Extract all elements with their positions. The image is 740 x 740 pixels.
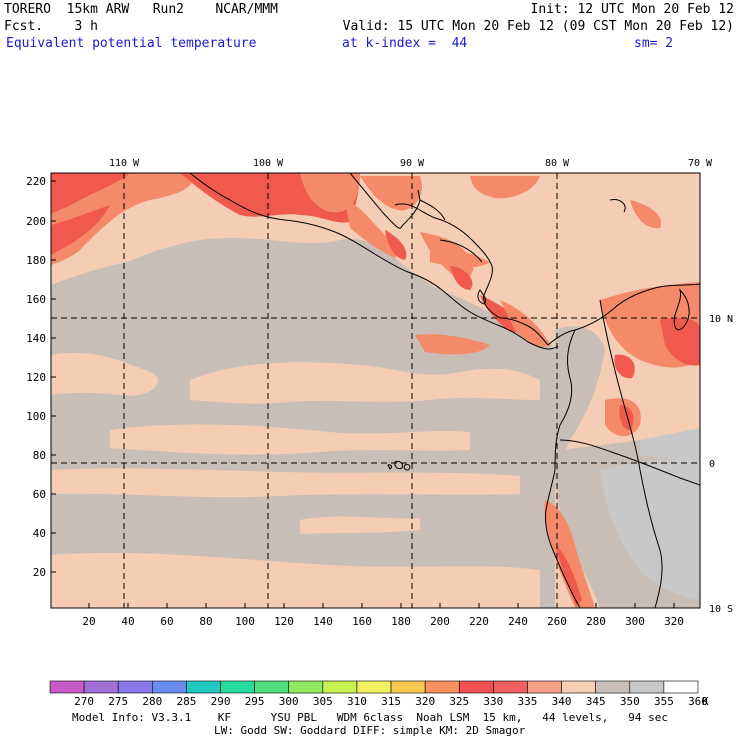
colorbar-label: 360	[688, 695, 708, 708]
colorbar-label: 345	[586, 695, 606, 708]
y-tick-label: 140	[26, 332, 46, 345]
lon-label: 110 W	[109, 158, 140, 169]
theta-e-field	[51, 173, 700, 608]
colorbar-swatch	[527, 680, 562, 694]
colorbar-swatch	[254, 680, 290, 694]
x-tick-label: 60	[160, 615, 173, 628]
model-info-line2: LW: Godd SW: Goddard DIFF: simple KM: 2D…	[214, 724, 526, 737]
latitude-labels: 10 N 0 10 S	[709, 314, 733, 615]
colorbar-label: 275	[108, 695, 128, 708]
colorbar-label: 355	[654, 695, 674, 708]
longitude-labels: 110 W 100 W 90 W 80 W 70 W	[109, 158, 713, 169]
smoothing-info: sm= 2	[634, 36, 674, 51]
x-tick-label: 260	[547, 615, 567, 628]
x-tick-labels: 20 40 60 80 100 120 140 160 180 200 220 …	[82, 615, 684, 628]
colorbar-label: 280	[142, 695, 162, 708]
x-tick-label: 280	[586, 615, 606, 628]
x-tick-label: 40	[121, 615, 134, 628]
y-tick-label: 100	[26, 410, 46, 423]
map-border	[50, 172, 701, 609]
colorbar-swatch	[288, 680, 324, 694]
colorbar-swatch	[152, 680, 187, 694]
colorbar-swatch	[458, 680, 494, 694]
y-tick-label: 220	[26, 175, 46, 188]
colorbar-swatch	[390, 680, 426, 694]
lon-label: 80 W	[545, 158, 570, 169]
x-tick-label: 200	[430, 615, 450, 628]
x-tick-label: 180	[391, 615, 411, 628]
colorbar-label: 290	[211, 695, 231, 708]
colorbar-label: 310	[347, 695, 367, 708]
x-tick-label: 300	[625, 615, 645, 628]
colorbar-label: 295	[245, 695, 265, 708]
init-time: Init: 12 UTC Mon 20 Feb 12	[530, 2, 735, 17]
y-tick-label: 40	[33, 527, 46, 540]
x-tick-label: 100	[235, 615, 255, 628]
colorbar-swatch	[493, 680, 528, 694]
lat-label: 0	[709, 459, 715, 470]
x-tick-label: 20	[82, 615, 95, 628]
colorbar-swatch	[663, 680, 699, 694]
colorbar-swatch	[424, 680, 460, 694]
colorbar-label: 270	[74, 695, 94, 708]
colorbar-label: 330	[483, 695, 503, 708]
colorbar-swatch	[595, 680, 631, 694]
x-tick-label: 320	[664, 615, 684, 628]
x-tick-label: 160	[352, 615, 372, 628]
lon-label: 90 W	[400, 158, 425, 169]
colorbar-swatch	[117, 680, 153, 694]
x-tick-label: 140	[313, 615, 333, 628]
field-name: Equivalent potential temperature	[6, 36, 257, 51]
colorbar-unit: K	[702, 695, 709, 708]
colorbar-label: 325	[449, 695, 469, 708]
y-tick-label: 200	[26, 215, 46, 228]
model-info-line1: Model Info: V3.3.1 KF YSU PBL WDM 6class…	[72, 711, 669, 724]
colorbar-label: 320	[415, 695, 435, 708]
x-tick-label: 80	[199, 615, 212, 628]
colorbar-swatch	[220, 680, 255, 694]
y-tick-label: 120	[26, 371, 46, 384]
y-tick-label: 80	[33, 449, 46, 462]
lat-label: 10 S	[709, 604, 733, 615]
colorbar-label: 285	[176, 695, 196, 708]
colorbar-swatch	[356, 680, 392, 694]
y-tick-label: 20	[33, 566, 46, 579]
y-tick-label: 60	[33, 488, 46, 501]
coastlines	[189, 173, 700, 608]
colorbar-swatch	[629, 680, 665, 694]
colorbar-label: 300	[279, 695, 299, 708]
colorbar-swatch	[49, 680, 85, 694]
x-tick-label: 120	[274, 615, 294, 628]
model-title: TORERO 15km ARW Run2 NCAR/MMM	[4, 2, 278, 17]
lon-label: 70 W	[688, 158, 713, 169]
colorbar-label: 315	[381, 695, 401, 708]
y-tick-label: 180	[26, 254, 46, 267]
x-tick-label: 240	[508, 615, 528, 628]
latlon-grid	[51, 173, 700, 608]
x-tick-label: 220	[469, 615, 489, 628]
colorbar-swatch	[186, 680, 221, 694]
axis-ticks	[51, 180, 675, 608]
colorbar-label: 350	[620, 695, 640, 708]
colorbar-swatch	[561, 680, 596, 694]
lon-label: 100 W	[253, 158, 284, 169]
lat-label: 10 N	[709, 314, 733, 325]
colorbar-swatch	[83, 680, 119, 694]
y-tick-labels: 220 200 180 160 140 120 100 80 60 40 20	[26, 175, 46, 579]
colorbar: 270 275 280 285 290 295 300 305 310 315 320 325 330 3…	[49, 680, 709, 708]
forecast-hour: Fcst. 3 h	[4, 19, 98, 34]
y-tick-label: 160	[26, 293, 46, 306]
colorbar-label: 305	[313, 695, 333, 708]
colorbar-label: 335	[518, 695, 538, 708]
valid-time: Valid: 15 UTC Mon 20 Feb 12 (09 CST Mon …	[342, 19, 734, 34]
level-info: at k-index = 44	[342, 36, 468, 51]
colorbar-label: 340	[552, 695, 572, 708]
colorbar-swatch	[322, 680, 358, 694]
